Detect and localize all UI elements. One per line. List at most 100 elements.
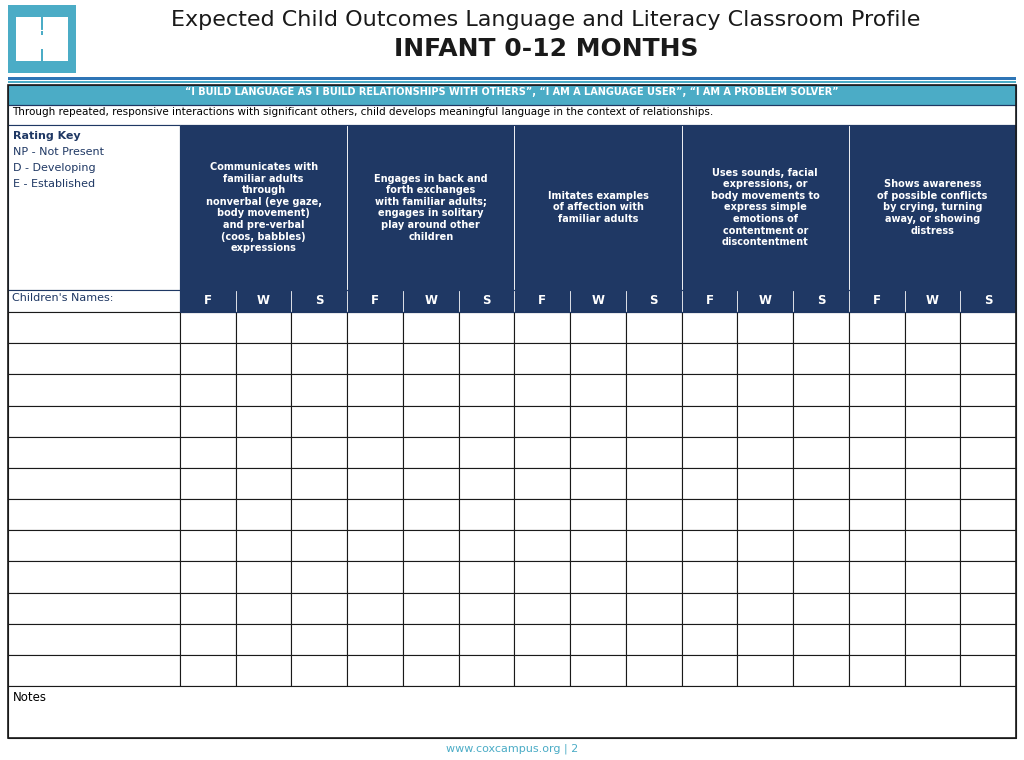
Bar (180, 655, 236, 686)
Bar (737, 437, 793, 468)
Bar (180, 290, 236, 312)
Bar (180, 344, 236, 375)
Bar (180, 125, 347, 290)
Bar (682, 312, 737, 344)
Bar (347, 655, 402, 686)
Bar (236, 530, 292, 562)
Bar (961, 406, 1016, 437)
Bar (682, 562, 737, 593)
Bar (793, 375, 849, 406)
Bar (570, 406, 626, 437)
Text: NP - Not Present: NP - Not Present (13, 147, 104, 157)
Text: Imitates examples
of affection with
familiar adults: Imitates examples of affection with fami… (548, 191, 648, 224)
Bar (8, 77, 1016, 80)
Bar (904, 312, 961, 344)
Bar (682, 593, 737, 624)
Bar (904, 437, 961, 468)
Bar (626, 437, 682, 468)
Bar (737, 406, 793, 437)
Bar (904, 562, 961, 593)
Bar (626, 406, 682, 437)
Text: “I BUILD LANGUAGE AS I BUILD RELATIONSHIPS WITH OTHERS”, “I AM A LANGUAGE USER”,: “I BUILD LANGUAGE AS I BUILD RELATIONSHI… (185, 87, 839, 97)
Text: F: F (371, 295, 379, 308)
Bar (236, 437, 292, 468)
Bar (514, 437, 570, 468)
Bar (570, 468, 626, 499)
Bar (570, 562, 626, 593)
Bar (180, 125, 1016, 290)
Bar (626, 655, 682, 686)
Bar (8, 437, 180, 468)
Bar (961, 344, 1016, 375)
Bar (180, 312, 236, 344)
Bar (459, 312, 514, 344)
Bar (236, 499, 292, 530)
Bar (236, 468, 292, 499)
Bar (793, 562, 849, 593)
Bar (8, 85, 1016, 105)
Bar (904, 624, 961, 655)
Bar (292, 624, 347, 655)
Bar (961, 312, 1016, 344)
Bar (570, 655, 626, 686)
Bar (793, 593, 849, 624)
Bar (236, 624, 292, 655)
Text: Uses sounds, facial
expressions, or
body movements to
express simple
emotions of: Uses sounds, facial expressions, or body… (711, 168, 819, 247)
Bar (793, 437, 849, 468)
Bar (737, 468, 793, 499)
Text: F: F (204, 295, 212, 308)
Bar (849, 375, 904, 406)
Bar (180, 125, 347, 290)
Bar (402, 624, 459, 655)
Bar (180, 530, 236, 562)
Bar (514, 468, 570, 499)
Bar (8, 499, 180, 530)
Bar (514, 125, 682, 290)
Bar (41, 35, 43, 49)
Polygon shape (32, 42, 40, 45)
Bar (8, 406, 180, 437)
Bar (514, 344, 570, 375)
Bar (514, 406, 570, 437)
Bar (459, 655, 514, 686)
Bar (904, 655, 961, 686)
Bar (8, 81, 1016, 83)
Polygon shape (44, 39, 52, 42)
Bar (793, 624, 849, 655)
Bar (402, 499, 459, 530)
Bar (570, 593, 626, 624)
Bar (292, 468, 347, 499)
Bar (904, 593, 961, 624)
Bar (849, 468, 904, 499)
Bar (793, 290, 849, 312)
Text: W: W (257, 295, 270, 308)
Bar (793, 344, 849, 375)
Bar (682, 468, 737, 499)
Bar (793, 655, 849, 686)
Bar (292, 499, 347, 530)
Bar (849, 655, 904, 686)
Bar (682, 406, 737, 437)
Bar (626, 593, 682, 624)
Bar (402, 593, 459, 624)
Bar (961, 290, 1016, 312)
Bar (292, 530, 347, 562)
Bar (737, 530, 793, 562)
Bar (793, 406, 849, 437)
Bar (347, 125, 514, 290)
Bar (514, 562, 570, 593)
Bar (514, 593, 570, 624)
Text: W: W (592, 295, 604, 308)
Text: S: S (984, 295, 992, 308)
Bar (292, 406, 347, 437)
Bar (8, 562, 180, 593)
Bar (459, 290, 514, 312)
Bar (626, 344, 682, 375)
Bar (514, 624, 570, 655)
Bar (402, 290, 459, 312)
Bar (793, 530, 849, 562)
Bar (236, 375, 292, 406)
Bar (682, 375, 737, 406)
Bar (292, 344, 347, 375)
Bar (402, 530, 459, 562)
